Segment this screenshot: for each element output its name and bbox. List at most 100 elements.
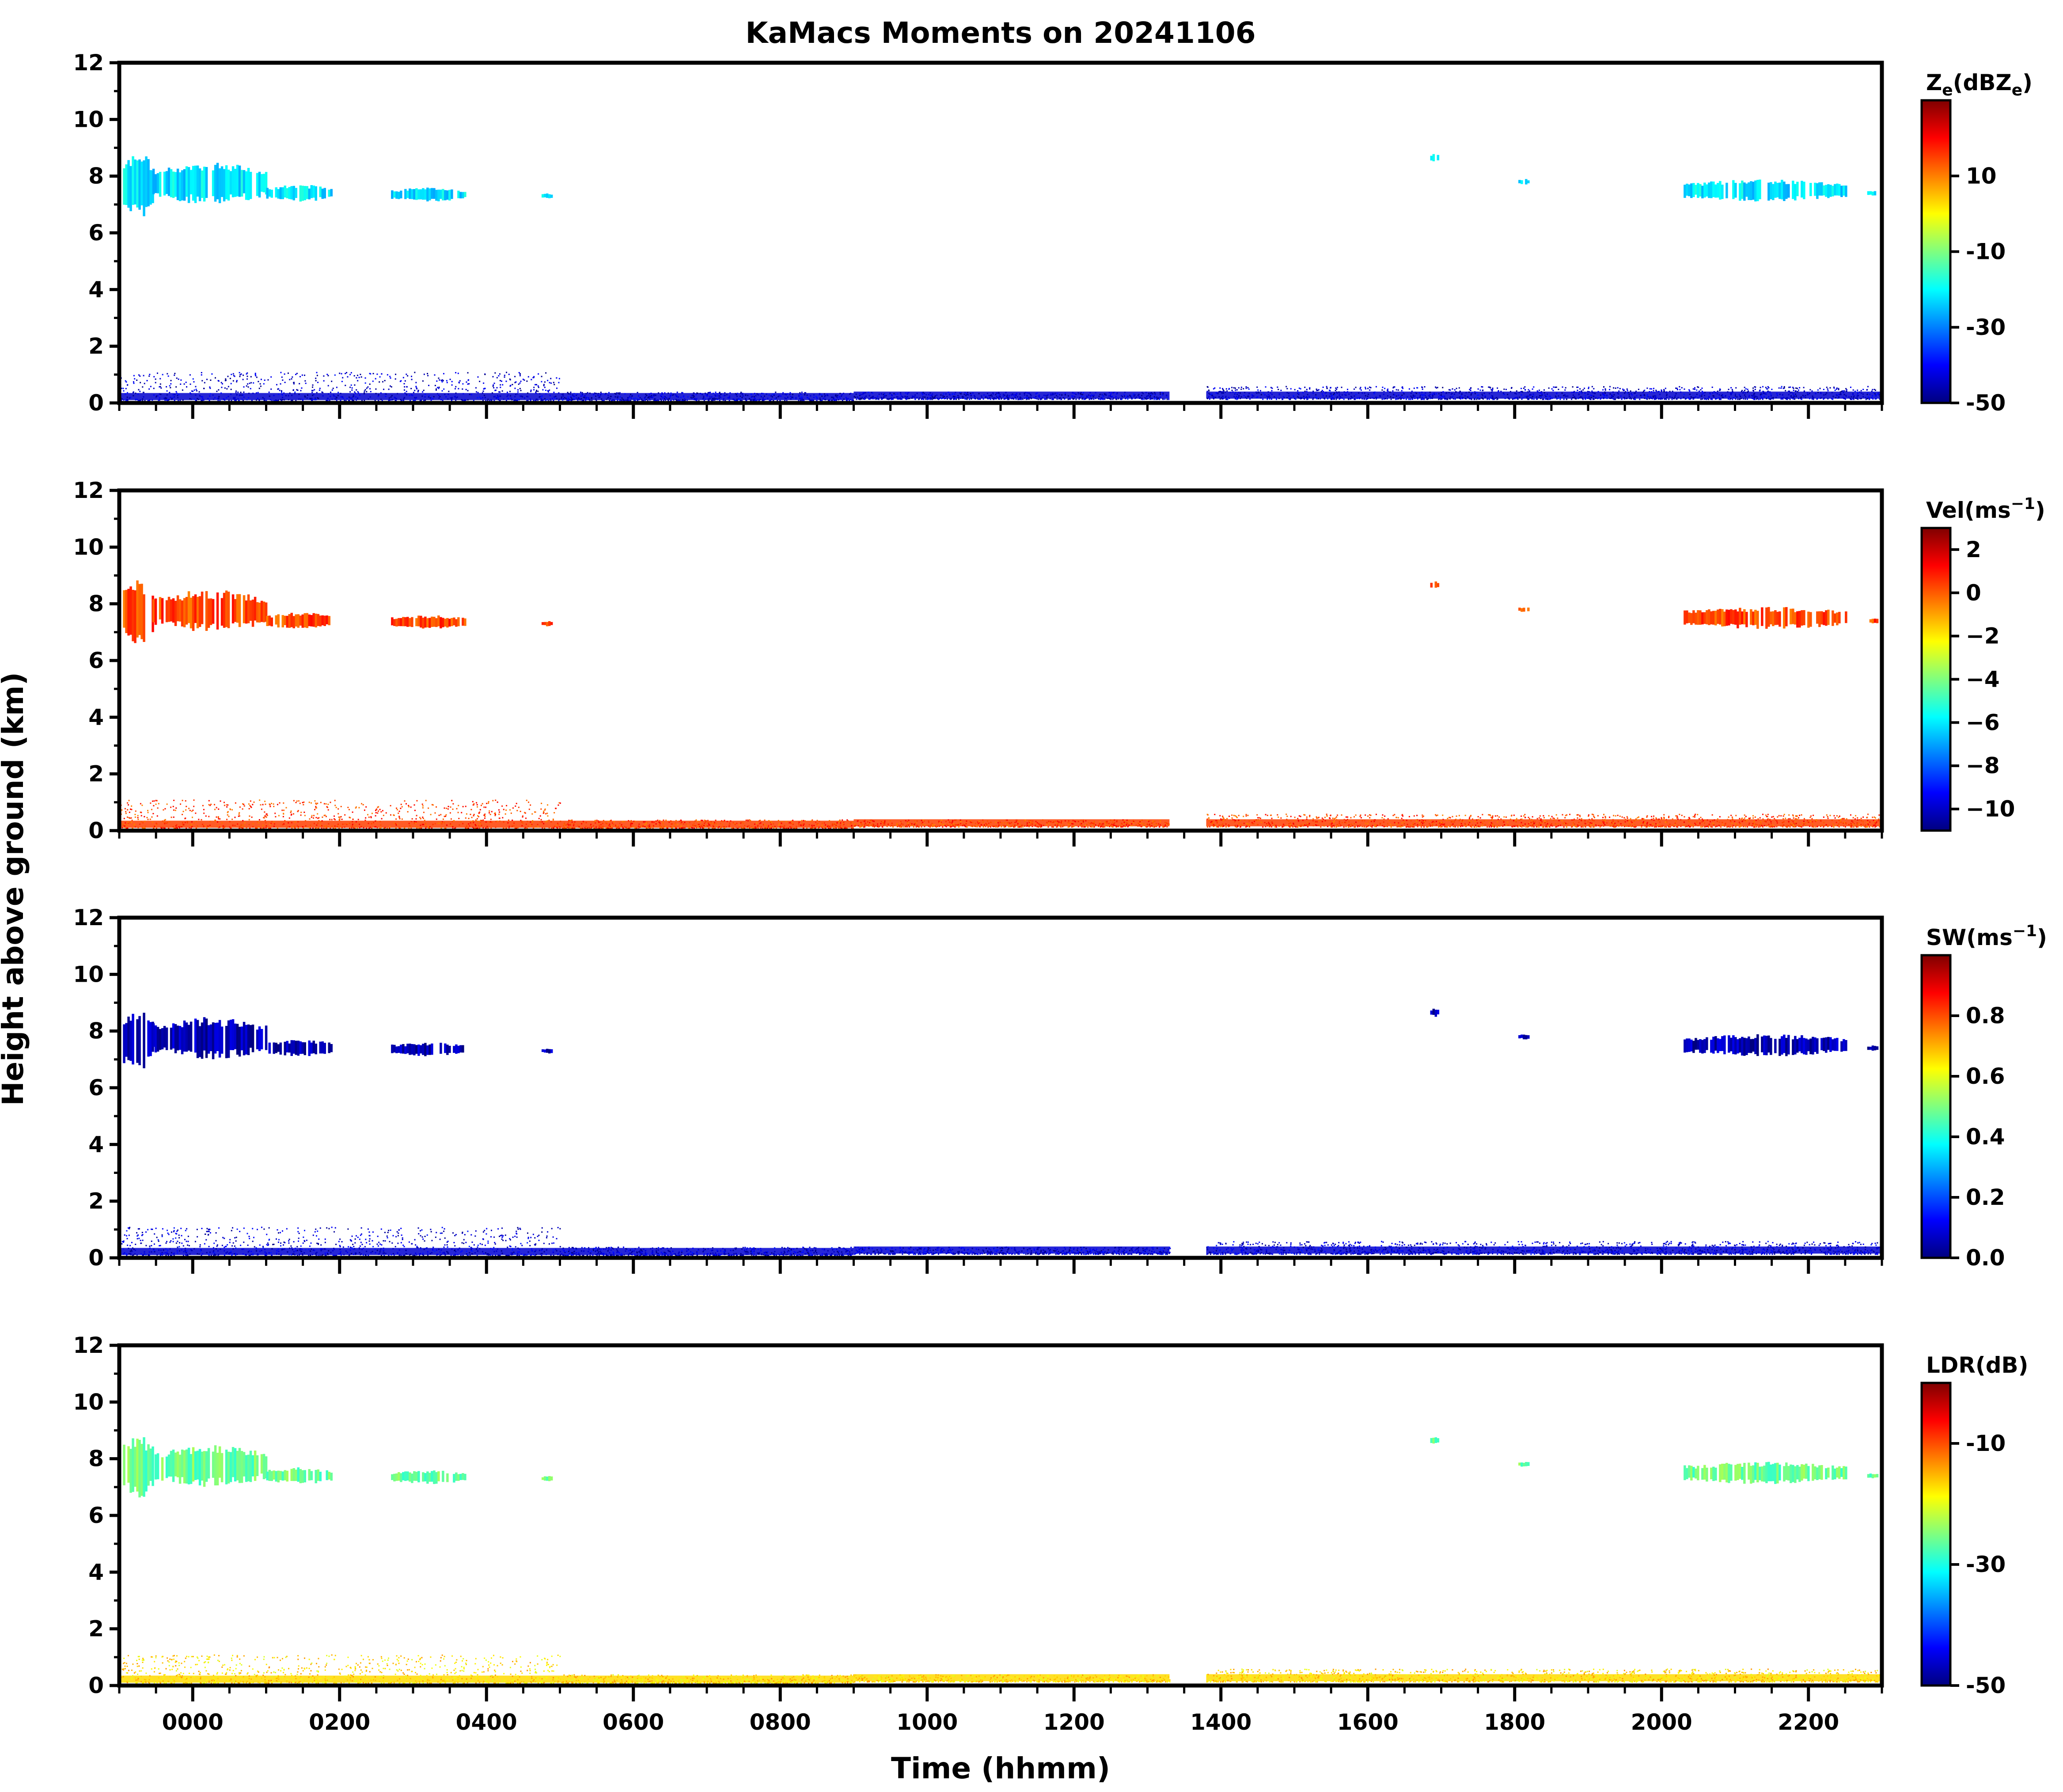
boundary-layer-speck	[327, 826, 329, 828]
boundary-layer-speck	[387, 374, 388, 376]
boundary-layer-speck	[218, 396, 220, 398]
boundary-layer-speck	[922, 396, 924, 398]
boundary-layer-speck	[317, 802, 319, 804]
boundary-layer-speck	[1064, 398, 1066, 400]
boundary-layer-speck	[1166, 395, 1168, 397]
boundary-layer-speck	[527, 820, 528, 822]
colorbar-label-sub: e	[1942, 81, 1953, 99]
boundary-layer-speck	[282, 816, 284, 817]
boundary-layer-speck	[530, 821, 531, 823]
boundary-layer-speck	[1555, 396, 1557, 398]
boundary-layer-speck	[199, 395, 201, 397]
boundary-layer-speck	[419, 816, 421, 818]
boundary-layer-speck	[1427, 398, 1429, 399]
boundary-layer-speck	[1321, 393, 1323, 395]
boundary-layer-speck	[735, 400, 737, 402]
boundary-layer-speck	[1566, 399, 1567, 400]
boundary-layer-speck	[595, 399, 597, 400]
boundary-layer-speck	[480, 805, 482, 806]
boundary-layer-speck	[633, 399, 635, 401]
boundary-layer-speck	[126, 392, 128, 394]
boundary-layer-speck	[334, 398, 336, 400]
boundary-layer-speck	[1808, 394, 1809, 395]
boundary-layer-speck	[503, 828, 504, 829]
boundary-layer-speck	[1079, 397, 1081, 399]
boundary-layer-speck	[968, 399, 970, 400]
boundary-layer-speck	[165, 397, 167, 399]
boundary-layer-speck	[611, 400, 612, 402]
boundary-layer-speck	[1053, 394, 1054, 395]
boundary-layer-speck	[1052, 399, 1054, 400]
boundary-layer-speck	[1874, 389, 1876, 391]
boundary-layer-speck	[1550, 397, 1552, 399]
boundary-layer-speck	[404, 386, 406, 388]
boundary-layer-speck	[692, 396, 694, 398]
cloud-column	[310, 615, 313, 626]
boundary-layer-speck	[429, 827, 430, 829]
boundary-layer-speck	[410, 400, 411, 402]
boundary-layer-speck	[431, 827, 432, 829]
boundary-layer-speck	[408, 806, 410, 808]
boundary-layer-speck	[269, 828, 271, 829]
boundary-layer-speck	[1033, 397, 1035, 399]
boundary-layer-speck	[1019, 398, 1021, 400]
boundary-layer-speck	[485, 806, 487, 808]
boundary-layer-speck	[798, 400, 800, 402]
boundary-layer-speck	[1248, 393, 1250, 395]
boundary-layer-speck	[317, 382, 319, 383]
boundary-layer-speck	[1011, 394, 1013, 396]
boundary-layer-speck	[385, 812, 387, 814]
boundary-layer-speck	[1836, 395, 1838, 396]
boundary-layer-speck	[1482, 390, 1483, 391]
boundary-layer-speck	[1226, 399, 1228, 400]
boundary-layer-speck	[248, 808, 250, 809]
boundary-layer-speck	[263, 817, 265, 819]
boundary-layer-speck	[517, 827, 519, 828]
boundary-layer-speck	[1421, 391, 1423, 393]
boundary-layer-speck	[316, 824, 318, 826]
boundary-layer-speck	[965, 398, 967, 400]
boundary-layer-speck	[285, 807, 287, 809]
boundary-layer-speck	[1842, 390, 1844, 392]
boundary-layer-speck	[277, 828, 278, 829]
boundary-layer-speck	[1529, 397, 1531, 399]
boundary-layer-speck	[552, 819, 554, 821]
boundary-layer-speck	[166, 397, 167, 399]
cloud-column	[413, 189, 416, 200]
boundary-layer-speck	[170, 806, 172, 808]
boundary-layer-speck	[1300, 388, 1301, 390]
boundary-layer-speck	[1035, 393, 1037, 395]
boundary-layer-speck	[1304, 398, 1305, 400]
boundary-layer-speck	[1244, 391, 1246, 393]
cloud-column	[281, 187, 284, 199]
boundary-layer-speck	[1111, 392, 1112, 394]
boundary-layer-speck	[195, 821, 197, 823]
cloud-column	[1684, 610, 1686, 625]
boundary-layer-speck	[512, 383, 513, 385]
boundary-layer-speck	[1532, 393, 1534, 395]
boundary-layer-speck	[537, 385, 539, 387]
boundary-layer-speck	[893, 393, 895, 395]
boundary-layer-speck	[1386, 398, 1388, 400]
boundary-layer-speck	[166, 394, 168, 396]
boundary-layer-speck	[650, 392, 652, 394]
boundary-layer-speck	[260, 379, 262, 380]
cloud-column	[1774, 181, 1777, 198]
boundary-layer-speck	[162, 820, 163, 822]
boundary-layer-speck	[1796, 387, 1798, 389]
boundary-layer-speck	[1520, 391, 1522, 392]
boundary-layer-speck	[1771, 397, 1773, 399]
boundary-layer-speck	[1572, 397, 1574, 399]
cloud-column	[1432, 154, 1435, 162]
boundary-layer-speck	[166, 823, 167, 824]
boundary-layer-speck	[1395, 399, 1397, 400]
boundary-layer-speck	[547, 815, 549, 817]
boundary-layer-speck	[496, 820, 498, 822]
boundary-layer-speck	[1732, 390, 1733, 392]
boundary-layer-speck	[1685, 398, 1687, 399]
boundary-layer-speck	[1355, 394, 1357, 395]
boundary-layer-speck	[131, 820, 133, 821]
boundary-layer-speck	[1613, 387, 1615, 389]
boundary-layer-speck	[352, 824, 353, 825]
boundary-layer-speck	[1680, 398, 1682, 399]
